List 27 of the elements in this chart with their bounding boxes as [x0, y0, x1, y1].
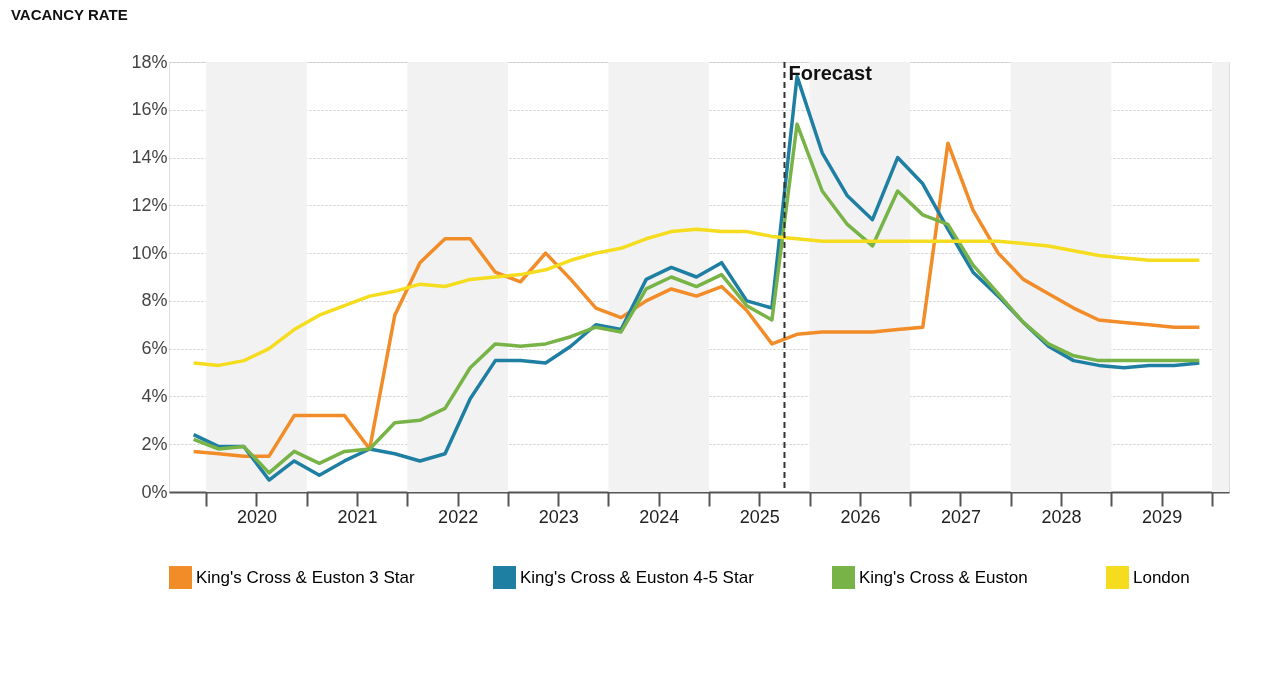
x-tick-label: 2020: [236, 506, 278, 527]
y-tick-label: 12%: [131, 194, 168, 215]
x-tick-label: 2023: [538, 506, 579, 527]
y-tick-label: 14%: [131, 147, 168, 168]
x-tick-label: 2024: [639, 506, 680, 527]
y-tick-label: 2%: [141, 433, 168, 454]
line-series: [191, 227, 1202, 368]
x-tick-label: 2025: [739, 506, 780, 527]
x-tick-label: 2026: [840, 506, 881, 527]
y-tick-label: 16%: [131, 99, 168, 120]
y-tick-label: 8%: [141, 290, 168, 311]
y-tick-label: 6%: [141, 338, 168, 359]
x-tick-label: 2021: [337, 506, 378, 527]
x-tick-label: 2022: [438, 506, 479, 527]
chart-title: VACANCY RATE: [10, 6, 128, 23]
ref-line-label: Forecast: [788, 62, 873, 84]
legend-label: London: [1133, 567, 1190, 587]
legend-label: King's Cross & Euston: [859, 567, 1028, 587]
x-tick-label: 2027: [940, 506, 981, 527]
y-tick-label: 4%: [141, 385, 168, 406]
y-tick-label: 0%: [141, 481, 168, 502]
x-tick-label: 2029: [1142, 506, 1183, 527]
x-tick-label: 2028: [1041, 506, 1082, 527]
legend-label: King's Cross & Euston 4-5 Star: [520, 567, 755, 587]
y-tick-label: 18%: [131, 51, 168, 72]
legend-label: King's Cross & Euston 3 Star: [196, 567, 416, 587]
y-tick-label: 10%: [131, 242, 168, 263]
